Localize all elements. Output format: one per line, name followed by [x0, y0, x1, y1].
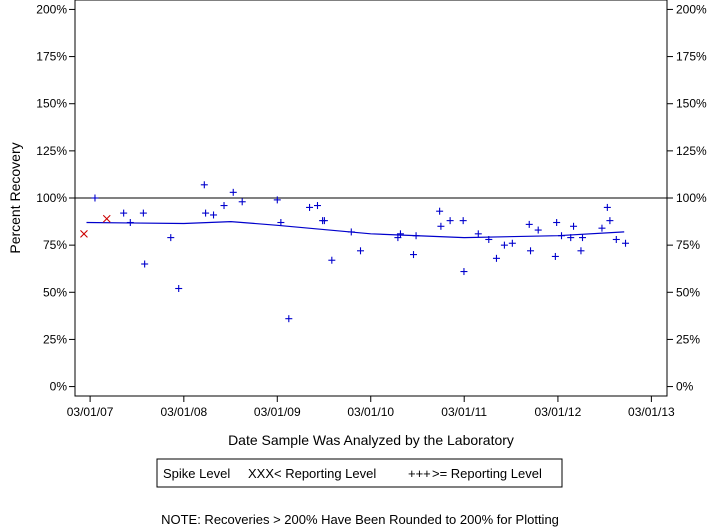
- plus-marker-point: [220, 202, 228, 210]
- plus-marker-point: [412, 232, 420, 240]
- plus-marker-point: [126, 219, 134, 227]
- plus-marker-point: [598, 224, 606, 232]
- plus-marker-point: [500, 241, 508, 249]
- plus-marker-point: [460, 268, 468, 276]
- plus-marker-point: [570, 222, 578, 230]
- plus-marker-point: [357, 247, 365, 255]
- y-tick-label-right: 100%: [676, 191, 707, 205]
- legend-label-above: >= Reporting Level: [432, 466, 542, 481]
- y-tick-label-left: 0%: [50, 380, 68, 394]
- trend-line-group: [86, 220, 625, 239]
- data-points: [80, 181, 630, 323]
- plus-marker-point: [485, 235, 493, 243]
- y-tick-label-right: 0%: [676, 380, 694, 394]
- legend-label-below: < Reporting Level: [274, 466, 376, 481]
- plus-marker-point: [579, 234, 587, 242]
- plus-marker-point: [558, 232, 566, 240]
- y-tick-label-right: 175%: [676, 50, 707, 64]
- plus-marker-point: [551, 252, 559, 260]
- y-tick-label-left: 150%: [36, 97, 67, 111]
- y-tick-label-right: 150%: [676, 97, 707, 111]
- y-axis-right: 0% 25% 50% 75% 100% 125% 150% 175% 200%: [667, 2, 707, 394]
- legend: Spike Level XXX < Reporting Level +++ >=…: [156, 458, 563, 488]
- y-tick-label-right: 200%: [676, 2, 707, 16]
- y-tick-label-left: 125%: [36, 144, 67, 158]
- x-marker-point: [102, 214, 111, 223]
- plus-marker-point: [606, 217, 614, 225]
- footnote: NOTE: Recoveries > 200% Have Been Rounde…: [161, 512, 559, 527]
- plus-marker-point: [534, 226, 542, 234]
- y-tick-label-right: 75%: [676, 238, 700, 252]
- y-tick-label-right: 25%: [676, 332, 700, 346]
- x-tick-label: 03/01/08: [160, 405, 207, 419]
- plus-marker-point: [175, 285, 183, 293]
- plus-marker-point: [141, 260, 149, 268]
- plus-marker-point: [622, 239, 630, 247]
- plus-marker-point: [436, 207, 444, 215]
- x-tick-label: 03/01/12: [535, 405, 582, 419]
- plus-marker-point: [320, 217, 328, 225]
- plus-marker-point: [120, 209, 128, 217]
- trend-line: [86, 220, 625, 239]
- y-axis-left: 0% 25% 50% 75% 100% 125% 150% 175% 200%: [36, 2, 75, 394]
- plus-marker-point: [603, 203, 611, 211]
- y-tick-label-right: 50%: [676, 285, 700, 299]
- plus-marker-point: [210, 211, 218, 219]
- plus-marker-point: [347, 228, 355, 236]
- plus-marker-point: [238, 198, 246, 206]
- legend-marker-below: XXX: [248, 466, 274, 481]
- plus-marker-point: [567, 234, 575, 242]
- plus-marker-point: [446, 217, 454, 225]
- plus-marker-point: [527, 247, 535, 255]
- plus-marker-point: [328, 256, 336, 264]
- series-below-reporting: [80, 214, 111, 238]
- x-axis: 03/01/07 03/01/08 03/01/09 03/01/10 03/01/11…: [67, 396, 675, 419]
- plus-marker-point: [437, 222, 445, 230]
- plus-marker-point: [229, 188, 237, 196]
- x-tick-label: 03/01/09: [254, 405, 301, 419]
- plus-marker-point: [139, 209, 147, 217]
- plus-marker-point: [313, 202, 321, 210]
- y-tick-label-left: 75%: [43, 238, 67, 252]
- y-tick-label-left: 200%: [36, 2, 67, 16]
- legend-title: Spike Level: [163, 466, 230, 481]
- plus-marker-point: [200, 181, 208, 189]
- y-tick-label-left: 100%: [36, 191, 67, 205]
- y-tick-label-left: 175%: [36, 50, 67, 64]
- x-tick-label: 03/01/07: [67, 405, 114, 419]
- plus-marker-point: [277, 219, 285, 227]
- legend-marker-above: +++: [408, 466, 431, 481]
- x-tick-label: 03/01/13: [628, 405, 675, 419]
- x-axis-title: Date Sample Was Analyzed by the Laborato…: [228, 432, 514, 448]
- plus-marker-point: [91, 194, 99, 202]
- legend-box: [156, 458, 563, 488]
- plus-marker-point: [508, 239, 516, 247]
- plus-marker-point: [167, 234, 175, 242]
- x-tick-label: 03/01/10: [347, 405, 394, 419]
- plus-marker-point: [459, 217, 467, 225]
- plus-marker-point: [525, 220, 533, 228]
- plus-marker-point: [394, 234, 402, 242]
- y-axis-title: Percent Recovery: [7, 142, 23, 253]
- plus-marker-point: [492, 254, 500, 262]
- plus-marker-point: [202, 209, 210, 217]
- y-tick-label-left: 50%: [43, 285, 67, 299]
- plus-marker-point: [273, 196, 281, 204]
- y-tick-label-left: 25%: [43, 332, 67, 346]
- plus-marker-point: [474, 230, 482, 238]
- marker-stroke: [102, 214, 111, 223]
- x-tick-label: 03/01/11: [441, 405, 487, 419]
- marker-stroke: [80, 229, 88, 238]
- plus-marker-point: [577, 247, 585, 255]
- x-marker-point: [80, 229, 88, 238]
- plus-marker-point: [553, 219, 561, 227]
- plus-marker-point: [410, 251, 418, 259]
- plus-marker-point: [612, 235, 620, 243]
- plus-marker-point: [396, 230, 404, 238]
- y-tick-label-right: 125%: [676, 144, 707, 158]
- plus-marker-point: [306, 203, 314, 211]
- series-above-reporting: [91, 181, 630, 323]
- plus-marker-point: [285, 315, 293, 323]
